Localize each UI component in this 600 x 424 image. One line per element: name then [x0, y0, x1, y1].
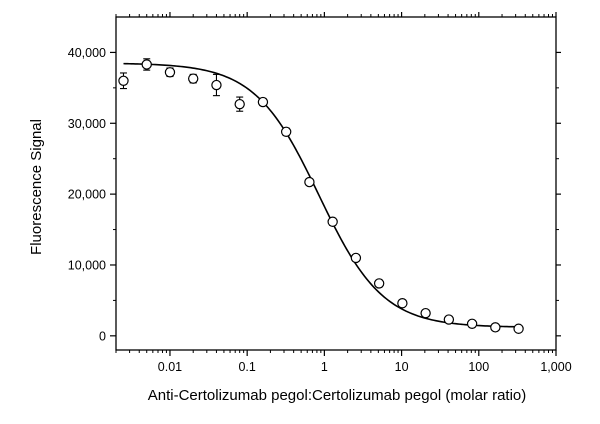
- data-point-marker: [490, 322, 501, 333]
- y-axis-ticks: 0 10,000 20,000 30,000 40,000: [68, 46, 561, 343]
- data-point-marker: [327, 216, 338, 227]
- plot-area-border: [115, 16, 557, 351]
- data-point: [513, 323, 524, 334]
- data-point-marker: [188, 73, 199, 84]
- x-axis-label: Anti-Certolizumab pegol:Certolizumab peg…: [148, 387, 527, 404]
- data-point: [420, 307, 431, 319]
- data-point-marker: [304, 176, 315, 188]
- x-axis-ticks: 0.01 0.1 1 10 100 1,000: [115, 12, 572, 374]
- data-point: [280, 126, 292, 137]
- plot-frame: [115, 16, 557, 351]
- y-tick-label: 40,000: [68, 46, 106, 60]
- data-point-marker: [397, 298, 408, 309]
- data-point: [350, 252, 362, 264]
- data-point: [257, 96, 269, 108]
- y-tick-label: 10,000: [68, 258, 106, 272]
- y-tick-label: 20,000: [68, 188, 106, 202]
- data-point-marker: [466, 318, 478, 329]
- data-point: [327, 216, 338, 227]
- data-point: [443, 314, 455, 325]
- y-tick-label: 0: [99, 329, 106, 343]
- data-point: [304, 176, 315, 188]
- data-point: [234, 96, 245, 112]
- data-point: [211, 73, 222, 97]
- data-point-marker: [211, 79, 222, 91]
- data-point-marker: [280, 126, 292, 137]
- fit-curve-group: [123, 62, 519, 328]
- data-point-marker: [513, 323, 524, 334]
- x-tick-label: 0.1: [238, 360, 255, 374]
- x-tick-label: 10: [395, 360, 409, 374]
- data-point-marker: [257, 96, 269, 108]
- data-point: [164, 67, 176, 78]
- data-point: [373, 278, 385, 289]
- data-point: [466, 318, 478, 329]
- data-point-marker: [350, 252, 362, 264]
- data-point-marker: [164, 67, 176, 78]
- x-tick-label: 1,000: [540, 360, 571, 374]
- y-tick-label: 30,000: [68, 117, 106, 131]
- x-tick-label: 100: [468, 360, 489, 374]
- data-point-marker: [118, 75, 129, 86]
- data-point: [141, 58, 152, 71]
- data-point: [397, 298, 408, 309]
- data-point: [188, 73, 199, 84]
- data-point: [490, 322, 501, 333]
- x-tick-label: 0.01: [158, 360, 182, 374]
- data-point-marker: [443, 314, 455, 325]
- data-point-marker: [373, 278, 385, 289]
- fit-curve-line: [123, 62, 519, 328]
- data-point: [118, 72, 129, 90]
- data-point-marker: [420, 307, 431, 319]
- y-axis-label: Fluorescence Signal: [28, 119, 45, 255]
- data-points-group: [118, 58, 524, 334]
- x-tick-label: 1: [321, 360, 328, 374]
- data-point-marker: [141, 59, 152, 70]
- data-point-marker: [234, 98, 245, 110]
